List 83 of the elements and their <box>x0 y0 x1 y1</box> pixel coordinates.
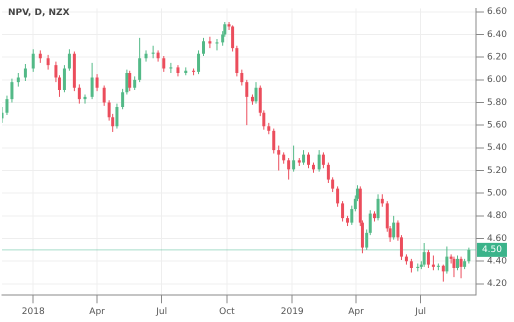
candlestick <box>380 194 384 208</box>
candlestick <box>287 158 290 180</box>
candlestick <box>24 63 27 82</box>
x-tick-label: Oct <box>219 306 236 317</box>
candlestick <box>318 150 321 172</box>
y-tick-label: 6.60 <box>486 7 508 18</box>
x-tick-label: Jul <box>414 306 426 317</box>
candlestick <box>162 56 166 72</box>
candlestick <box>452 256 456 278</box>
candlestick <box>277 145 280 172</box>
candlestick <box>10 78 14 103</box>
candlestick <box>32 48 35 72</box>
candlestick <box>202 37 206 57</box>
y-tick-label: 4.60 <box>486 234 508 244</box>
candlestick <box>432 255 435 271</box>
candlestick <box>373 210 376 222</box>
candlestick <box>302 150 306 166</box>
candlestick <box>128 70 132 92</box>
candlestick <box>463 258 466 270</box>
candlestick <box>133 76 136 91</box>
candlestick <box>326 162 330 184</box>
candlestick <box>282 152 286 164</box>
candlestick <box>156 50 160 62</box>
candlestick <box>272 128 276 154</box>
y-tick-label: 6.40 <box>486 30 508 40</box>
candlestick <box>231 24 234 52</box>
candlestick <box>250 94 254 106</box>
candlestick <box>442 264 445 282</box>
candlestick <box>68 48 71 72</box>
candlestick <box>376 194 380 221</box>
candlestick <box>322 152 325 169</box>
x-tick-label: Jul <box>155 306 168 317</box>
x-tick-label: Apr <box>348 306 364 317</box>
candlestick <box>410 258 413 274</box>
y-tick-label: 6.20 <box>486 52 508 62</box>
candlestick <box>102 84 106 106</box>
y-tick-label: 4.40 <box>486 256 508 267</box>
y-tick-label: 5.20 <box>486 166 508 176</box>
candlestick <box>467 247 470 264</box>
x-tick-label: Apr <box>89 306 106 317</box>
candlestick <box>445 246 448 274</box>
candlestick <box>5 95 8 116</box>
candlestick <box>38 50 42 64</box>
y-tick-label: 5.40 <box>486 143 508 154</box>
candlestick <box>422 242 426 268</box>
candlestick <box>254 82 258 104</box>
y-tick-label: 6.00 <box>486 75 508 86</box>
candlestick <box>245 79 248 126</box>
candlestick <box>341 200 344 222</box>
candlestick <box>115 103 118 130</box>
candlestick <box>144 50 148 62</box>
candlestick <box>96 74 99 92</box>
candlestick <box>78 84 81 104</box>
candlestick <box>46 54 50 70</box>
candlestick <box>312 162 315 174</box>
candlestick <box>267 122 270 135</box>
candlestick <box>138 37 142 83</box>
candlestick <box>426 249 430 268</box>
candlestick <box>121 88 124 110</box>
candlestick <box>292 145 296 172</box>
candlestick <box>307 152 310 169</box>
x-tick-label: 2018 <box>22 306 45 317</box>
candlestick <box>197 50 200 75</box>
candlestick <box>62 64 66 93</box>
candlestick <box>176 64 180 77</box>
candlestick <box>16 72 20 88</box>
candlestick <box>240 69 244 86</box>
chart-title: NPV, D, NZX <box>8 8 70 18</box>
y-tick-label: 4.20 <box>486 279 508 290</box>
y-tick-label: 5.60 <box>486 120 508 131</box>
candlestick <box>331 176 334 193</box>
y-tick-label: 5.00 <box>486 188 508 199</box>
candlestick <box>336 186 340 208</box>
x-tick-label: 2019 <box>280 306 304 317</box>
candlestick <box>90 62 94 100</box>
candlestick <box>460 256 463 279</box>
candlestick <box>392 215 396 240</box>
ref-line-label: 4.50 <box>482 245 502 256</box>
candlestick <box>456 255 460 271</box>
candlestick <box>404 254 408 266</box>
y-tick-label: 5.80 <box>486 98 508 108</box>
y-tick-label: 4.80 <box>486 211 508 222</box>
candlestick <box>346 215 350 227</box>
